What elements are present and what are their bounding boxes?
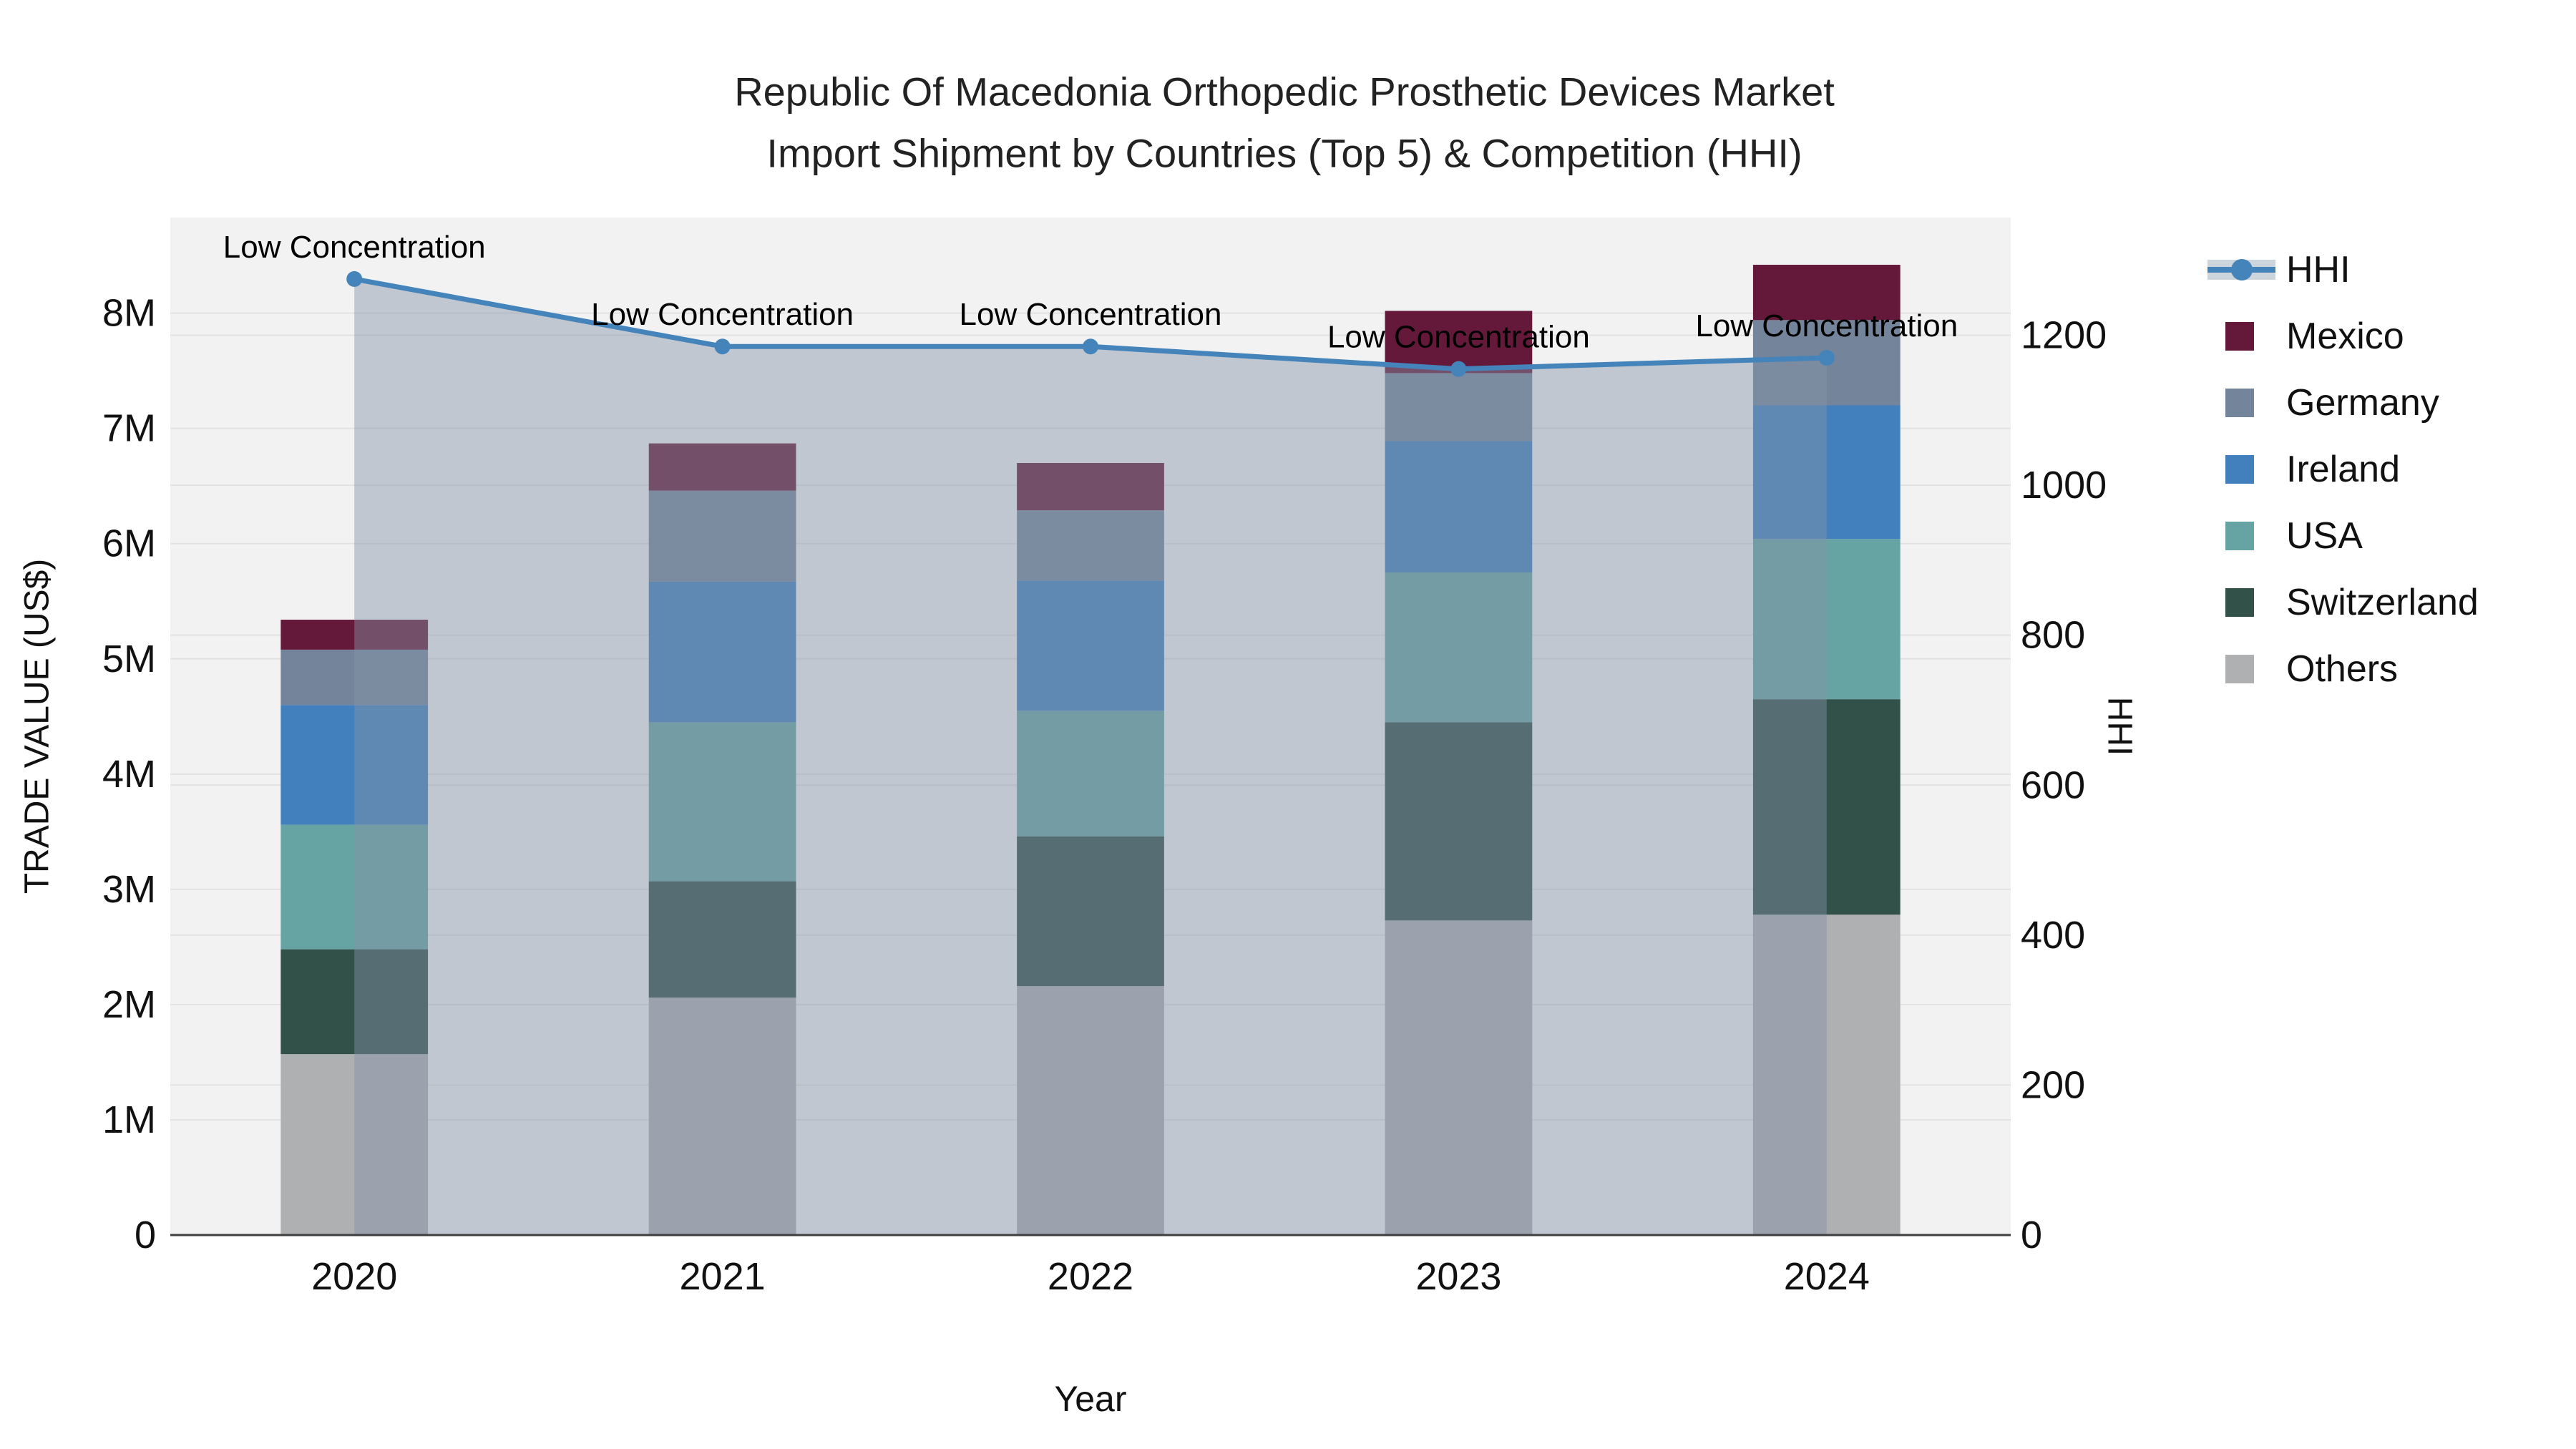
bar-segment-2024-usa [1752, 539, 1901, 700]
chart-title-line1: Republic Of Macedonia Orthopedic Prosthe… [734, 69, 1835, 114]
legend-swatch-ireland [2225, 454, 2254, 484]
bar-segment-2023-switzerland [1385, 722, 1533, 921]
bar-segment-2020-ireland [280, 705, 429, 825]
bar-segment-2022-mexico [1017, 463, 1164, 511]
bar-segment-2021-others [648, 997, 796, 1235]
bar-segment-2020-usa [280, 824, 429, 950]
annotation-2020: Low Concentration [223, 230, 486, 265]
legend-item-ireland[interactable]: Ireland [2207, 436, 2479, 502]
y-left-tick-8M: 8M [102, 292, 156, 335]
x-tick-2022: 2022 [1048, 1255, 1133, 1298]
y-left-tick-1M: 1M [102, 1098, 156, 1141]
bar-segment-2020-others [280, 1054, 429, 1235]
bar-segment-2021-usa [648, 722, 796, 882]
bar-segment-2022-usa [1017, 711, 1164, 836]
legend-item-usa[interactable]: USA [2207, 502, 2479, 569]
hhi-area-fill [354, 278, 1827, 1236]
y-left-tick-7M: 7M [102, 407, 156, 450]
hhi-legend-dot [2231, 258, 2253, 280]
bar-segment-2023-others [1385, 920, 1533, 1235]
hhi-marker-2023 [1450, 361, 1467, 377]
y-left-tick-3M: 3M [102, 868, 156, 911]
bar-segment-2024-mexico [1752, 265, 1901, 321]
bar-segment-2022-others [1017, 986, 1164, 1235]
bar-segment-2020-mexico [280, 620, 429, 650]
y-left-tick-5M: 5M [102, 638, 156, 680]
x-tick-2023: 2023 [1415, 1255, 1501, 1298]
legend-item-germany[interactable]: Germany [2207, 369, 2479, 436]
legend-item-switzerland[interactable]: Switzerland [2207, 569, 2479, 635]
y-axis-title-trade-value: TRADE VALUE (US$) [18, 558, 57, 894]
bar-segment-2020-germany [280, 649, 429, 706]
legend: HHI Mexico Germany Ireland USA Switzerland Oth… [2207, 236, 2479, 702]
bar-segment-2023-usa [1385, 572, 1533, 723]
bar-segment-2024-others [1752, 914, 1901, 1235]
legend-swatch-others [2225, 654, 2254, 683]
annotation-2021: Low Concentration [591, 297, 854, 332]
x-tick-2020: 2020 [311, 1255, 397, 1298]
legend-label-others: Others [2286, 648, 2399, 690]
y-right-tick-200: 200 [2021, 1063, 2085, 1106]
bar-segment-2024-switzerland [1752, 699, 1901, 915]
hhi-marker-2021 [714, 338, 731, 355]
annotation-2024: Low Concentration [1695, 308, 1958, 343]
y-left-tick-2M: 2M [102, 983, 156, 1026]
y-right-tick-400: 400 [2021, 914, 2085, 957]
y-right-tick-1200: 1200 [2021, 314, 2107, 357]
annotation-2023: Low Concentration [1327, 320, 1590, 355]
bar-segment-2023-germany [1385, 373, 1533, 441]
bar-segment-2021-ireland [648, 581, 796, 723]
x-axis-title-year: Year [1054, 1379, 1127, 1419]
y-left-tick-6M: 6M [102, 522, 156, 565]
bar-segment-2023-ireland [1385, 441, 1533, 573]
legend-swatch-germany [2225, 388, 2254, 417]
bar-segment-2022-ireland [1017, 580, 1164, 711]
legend-item-mexico[interactable]: Mexico [2207, 303, 2479, 369]
bar-segment-2022-germany [1017, 510, 1164, 581]
bar-segment-2021-mexico [648, 443, 796, 491]
hhi-line-legend-icon [2207, 255, 2275, 284]
annotation-2022: Low Concentration [960, 297, 1222, 332]
hhi-marker-2024 [1818, 349, 1835, 366]
y-right-tick-800: 800 [2021, 614, 2085, 657]
legend-item-hhi[interactable]: HHI [2207, 236, 2479, 303]
legend-item-others[interactable]: Others [2207, 635, 2479, 702]
y-left-tick-0: 0 [135, 1214, 156, 1257]
legend-label-germany: Germany [2286, 381, 2439, 424]
legend-label-switzerland: Switzerland [2286, 581, 2479, 623]
legend-label-hhi: HHI [2286, 248, 2351, 291]
y-right-tick-0: 0 [2021, 1214, 2042, 1257]
bar-segment-2021-switzerland [648, 881, 796, 998]
x-tick-2021: 2021 [680, 1255, 766, 1298]
legend-label-ireland: Ireland [2286, 448, 2400, 490]
hhi-marker-2022 [1083, 338, 1098, 355]
legend-swatch-switzerland [2225, 587, 2254, 617]
legend-swatch-usa [2225, 521, 2254, 550]
bar-segment-2022-switzerland [1017, 836, 1164, 987]
bar-segment-2021-germany [648, 490, 796, 582]
y-right-tick-1000: 1000 [2021, 464, 2107, 507]
legend-label-usa: USA [2286, 514, 2363, 557]
y-axis-title-hhi: HHI [2100, 696, 2139, 756]
hhi-marker-2020 [346, 270, 363, 287]
legend-swatch-mexico [2225, 321, 2254, 351]
y-left-tick-4M: 4M [102, 753, 156, 796]
x-tick-2024: 2024 [1784, 1255, 1870, 1298]
y-right-tick-600: 600 [2021, 763, 2085, 806]
legend-label-mexico: Mexico [2286, 315, 2404, 357]
bar-segment-2024-ireland [1752, 405, 1901, 540]
chart-title-line2: Import Shipment by Countries (Top 5) & C… [766, 130, 1802, 176]
bar-segment-2020-switzerland [280, 949, 429, 1055]
